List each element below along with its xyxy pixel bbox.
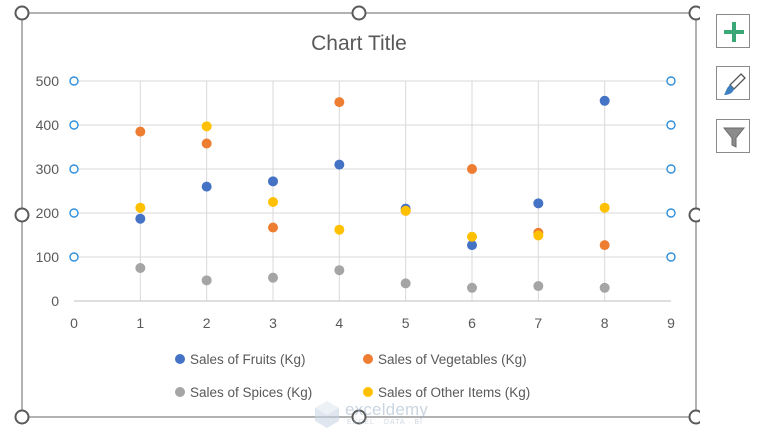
- gridline-handle[interactable]: [666, 164, 676, 174]
- data-point-series-3[interactable]: [467, 282, 477, 293]
- x-tick-label: 3: [269, 315, 277, 331]
- chart-elements-button[interactable]: [716, 14, 750, 48]
- exceldemy-logo-icon: [315, 401, 339, 428]
- watermark-tagline: EXCEL · DATA · BI: [347, 419, 423, 426]
- grid-lines: [74, 80, 671, 301]
- chart-filters-button[interactable]: [716, 119, 750, 153]
- gridline-handle[interactable]: [666, 120, 676, 130]
- data-point-series-2[interactable]: [467, 164, 477, 174]
- legend-marker: [363, 354, 373, 364]
- x-tick-label: 0: [70, 315, 78, 331]
- frame-resize-handle[interactable]: [351, 5, 367, 21]
- gridline-handle[interactable]: [666, 208, 676, 218]
- data-point-series-4[interactable]: [599, 202, 610, 213]
- y-tick-label: 0: [51, 293, 59, 309]
- gridline-handle[interactable]: [666, 252, 676, 262]
- y-tick-label: 300: [36, 161, 60, 177]
- x-tick-label: 4: [335, 315, 343, 331]
- legend-entry[interactable]: Sales of Other Items (Kg): [363, 385, 530, 400]
- data-point-series-1[interactable]: [201, 181, 212, 192]
- filter-icon: [722, 127, 746, 148]
- y-tick-label: 500: [36, 73, 60, 89]
- gridline-handle[interactable]: [69, 164, 79, 174]
- data-point-series-3[interactable]: [135, 263, 146, 273]
- data-point-series-2[interactable]: [201, 138, 212, 149]
- data-point-series-1[interactable]: [268, 176, 278, 187]
- chart-area[interactable]: Chart Title 0 1 2 3 4 5 6 7 8 9 0 100 200 300 400 500 S…: [0, 0, 700, 445]
- data-point-series-1[interactable]: [533, 198, 544, 209]
- legend-entry[interactable]: Sales of Spices (Kg): [175, 385, 312, 400]
- data-point-series-2[interactable]: [334, 97, 345, 108]
- data-point-series-1[interactable]: [599, 95, 610, 106]
- legend[interactable]: Sales of Fruits (Kg) Sales of Vegetables …: [175, 352, 530, 400]
- x-tick-label: 2: [203, 315, 211, 331]
- y-tick-label: 200: [36, 205, 60, 221]
- frame-resize-handle[interactable]: [14, 207, 30, 223]
- gridline-handle[interactable]: [69, 76, 79, 86]
- axes: 0 1 2 3 4 5 6 7 8 9 0 100 200 300 400 500: [36, 73, 675, 331]
- data-point-series-3[interactable]: [400, 278, 411, 289]
- data-point-series-1[interactable]: [467, 240, 477, 251]
- data-point-series-4[interactable]: [400, 205, 411, 216]
- data-point-series-3[interactable]: [533, 281, 544, 292]
- data-point-series-3[interactable]: [201, 275, 212, 286]
- selection-handles[interactable]: [14, 5, 701, 425]
- frame-resize-handle[interactable]: [688, 5, 701, 21]
- x-tick-label: 5: [402, 315, 410, 331]
- data-point-series-3[interactable]: [334, 265, 345, 276]
- data-point-series-1[interactable]: [135, 213, 146, 224]
- watermark: exceldemy EXCEL · DATA · BI: [311, 398, 451, 432]
- gridline-handle[interactable]: [666, 76, 676, 86]
- legend-marker: [175, 354, 185, 364]
- gridline-handle[interactable]: [69, 208, 79, 218]
- data-point-series-2[interactable]: [268, 222, 278, 233]
- watermark-brand: exceldemy: [345, 400, 429, 419]
- frame-resize-handle[interactable]: [688, 207, 701, 223]
- data-point-series-3[interactable]: [599, 282, 610, 293]
- frame-resize-handle[interactable]: [688, 409, 701, 425]
- frame-resize-handle[interactable]: [14, 409, 30, 425]
- gridline-handle[interactable]: [69, 252, 79, 262]
- data-point-series-4[interactable]: [268, 197, 278, 207]
- legend-marker: [363, 387, 373, 397]
- legend-label: Sales of Other Items (Kg): [378, 385, 530, 400]
- data-point-series-3[interactable]: [268, 272, 278, 283]
- frame-resize-handle[interactable]: [351, 409, 367, 425]
- data-point-series-2[interactable]: [599, 240, 610, 251]
- data-point-series-4[interactable]: [135, 202, 146, 213]
- chart-styles-button[interactable]: [716, 66, 750, 100]
- data-point-series-4[interactable]: [533, 230, 544, 241]
- legend-label: Sales of Spices (Kg): [190, 385, 312, 400]
- x-tick-label: 7: [534, 315, 542, 331]
- chart-title[interactable]: Chart Title: [311, 32, 407, 55]
- data-point-series-1[interactable]: [334, 159, 345, 170]
- data-point-series-4[interactable]: [201, 121, 212, 132]
- legend-entry[interactable]: Sales of Fruits (Kg): [175, 352, 306, 367]
- x-tick-label: 1: [136, 315, 144, 331]
- frame-resize-handle[interactable]: [14, 5, 30, 21]
- data-point-series-2[interactable]: [135, 126, 146, 137]
- x-tick-label: 9: [667, 315, 675, 331]
- data-point-series-4[interactable]: [334, 224, 345, 235]
- legend-entry[interactable]: Sales of Vegetables (Kg): [363, 352, 527, 367]
- y-tick-label: 100: [36, 249, 60, 265]
- plot-area[interactable]: [135, 95, 610, 293]
- paintbrush-icon: [724, 73, 746, 95]
- legend-marker: [175, 387, 185, 397]
- plus-icon: [724, 22, 744, 42]
- x-tick-label: 6: [468, 315, 476, 331]
- data-point-series-4[interactable]: [467, 231, 477, 242]
- chart-frame[interactable]: [21, 12, 697, 418]
- gridline-handle[interactable]: [69, 120, 79, 130]
- x-tick-label: 8: [601, 315, 609, 331]
- y-tick-label: 400: [36, 117, 60, 133]
- legend-label: Sales of Vegetables (Kg): [378, 352, 527, 367]
- legend-label: Sales of Fruits (Kg): [190, 352, 306, 367]
